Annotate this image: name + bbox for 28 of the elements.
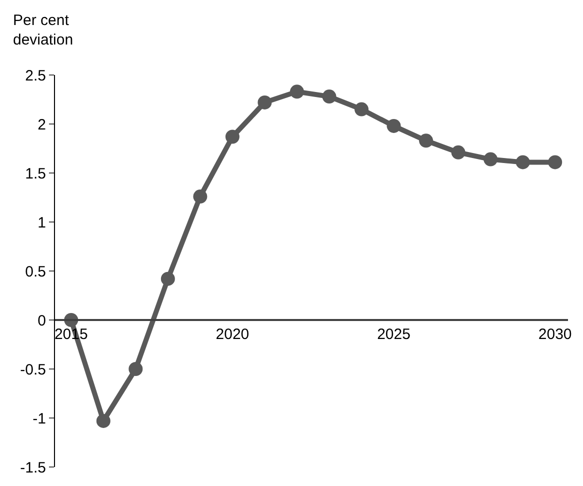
point bbox=[451, 145, 466, 160]
point bbox=[193, 190, 208, 204]
point bbox=[322, 90, 336, 104]
point bbox=[225, 130, 240, 144]
point bbox=[128, 362, 143, 376]
y-tick-label: 0 bbox=[38, 312, 46, 330]
y-tick-label: 1 bbox=[38, 214, 46, 232]
y-tick-label: 2 bbox=[38, 116, 46, 134]
point bbox=[160, 272, 175, 286]
x-tick-label: 2025 bbox=[377, 326, 410, 343]
point bbox=[548, 155, 562, 170]
y-tick-label: 0.5 bbox=[25, 263, 46, 280]
point bbox=[354, 102, 369, 116]
y-axis-title: Per cent deviation bbox=[13, 12, 74, 48]
y-tick-label: -1.5 bbox=[20, 459, 46, 476]
y-tick-label: 2.5 bbox=[25, 67, 46, 84]
point bbox=[516, 155, 530, 170]
point bbox=[258, 95, 272, 110]
point bbox=[290, 84, 304, 99]
point bbox=[386, 118, 401, 133]
y-tick-label: -1 bbox=[32, 410, 46, 428]
x-tick-label: 2020 bbox=[216, 326, 250, 343]
point bbox=[96, 414, 110, 428]
point bbox=[419, 134, 434, 148]
y-tick-label: -0.5 bbox=[20, 361, 46, 378]
point bbox=[484, 152, 498, 166]
x-tick-label: 2030 bbox=[538, 326, 572, 343]
y-tick-label: 1.5 bbox=[25, 165, 46, 182]
